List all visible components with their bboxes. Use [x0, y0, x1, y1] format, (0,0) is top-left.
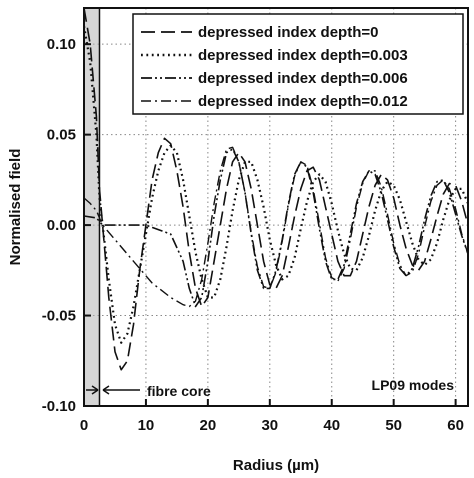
legend-box	[132, 13, 464, 115]
y-tick-label-0: -0.10	[42, 398, 76, 415]
annotations: fibre core LP09 modes	[86, 377, 454, 399]
y-axis-title: Normalised field	[7, 149, 24, 266]
x-tick-label-2: 20	[200, 417, 217, 434]
x-axis-title: Radius (µm)	[233, 457, 319, 474]
x-tick-label-0: 0	[80, 417, 88, 434]
x-tick-label-4: 40	[323, 417, 340, 434]
y-tick-label-4: 0.10	[47, 36, 76, 53]
series-line-0	[84, 8, 468, 371]
core-arrow-left-head	[91, 385, 99, 395]
legend: depressed index depth=0 depressed index d…	[132, 13, 464, 115]
series-layer	[84, 8, 468, 371]
x-tick-label-1: 10	[138, 417, 155, 434]
legend-label-0: depressed index depth=0	[198, 24, 378, 41]
series-line-2	[84, 148, 468, 308]
y-tick-label-2: 0.00	[47, 217, 76, 234]
core-arrow-right-head	[102, 385, 110, 395]
annotation-lp09-modes: LP09 modes	[372, 377, 455, 393]
legend-label-2: depressed index depth=0.006	[198, 70, 408, 87]
annotation-fibre-core: fibre core	[147, 383, 211, 399]
plot-frame	[83, 7, 469, 407]
x-tick-label-3: 30	[261, 417, 278, 434]
tick-labels: 0 10 20 30 40 50 60 -0.10 -0.05 0.00 0.05 0.10	[42, 36, 464, 434]
x-tick-label-5: 50	[385, 417, 402, 434]
series-line-3	[84, 146, 468, 308]
x-tick-label-6: 60	[447, 417, 464, 434]
legend-label-1: depressed index depth=0.003	[198, 47, 408, 64]
legend-label-3: depressed index depth=0.012	[198, 93, 408, 110]
y-tick-label-1: -0.05	[42, 308, 76, 325]
y-tick-label-3: 0.05	[47, 127, 76, 144]
ticks	[83, 43, 457, 407]
